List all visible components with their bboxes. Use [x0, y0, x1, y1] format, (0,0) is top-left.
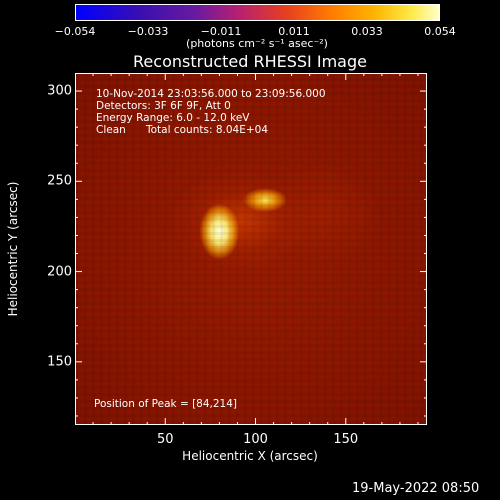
- colorbar-tick: 0.033: [351, 25, 383, 38]
- detectors-annotation: Detectors: 3F 6F 9F, Att 0: [96, 100, 231, 112]
- counts-annotation: Total counts: 8.04E+04: [146, 124, 269, 136]
- y-tick-label: 150: [47, 354, 72, 370]
- heatmap-image: 10-Nov-2014 23:03:56.000 to 23:09:56.000…: [75, 73, 427, 425]
- colorbar-tick: −0.033: [127, 25, 169, 38]
- time-range-annotation: 10-Nov-2014 23:03:56.000 to 23:09:56.000: [96, 88, 326, 100]
- method-annotation: Clean: [96, 124, 126, 136]
- y-axis-label: Heliocentric Y (arcsec): [6, 181, 20, 317]
- pixel-overlay: [76, 74, 426, 424]
- colorbar-tick: 0.054: [424, 25, 456, 38]
- energy-annotation: Energy Range: 6.0 - 12.0 keV: [96, 112, 250, 124]
- chart-title: Reconstructed RHESSI Image: [133, 52, 367, 71]
- colorbar-tick: −0.054: [54, 25, 96, 38]
- y-tick-label: 300: [47, 83, 72, 99]
- colorbar: [75, 4, 440, 21]
- peak-annotation: Position of Peak = [84,214]: [94, 398, 238, 410]
- y-tick-label: 250: [47, 173, 72, 189]
- colorbar-unit: (photons cm⁻² s⁻¹ asec⁻²): [186, 37, 328, 50]
- x-tick-label: 50: [156, 432, 174, 447]
- colorbar-tick: 0.011: [278, 25, 310, 38]
- colorbar-tick: −0.011: [200, 25, 242, 38]
- x-tick-label: 100: [243, 432, 268, 447]
- x-axis-label: Heliocentric X (arcsec): [182, 449, 318, 463]
- y-tick-label: 200: [47, 264, 72, 280]
- x-tick-label: 150: [333, 432, 359, 447]
- footer-date: 19-May-2022 08:50: [352, 481, 480, 496]
